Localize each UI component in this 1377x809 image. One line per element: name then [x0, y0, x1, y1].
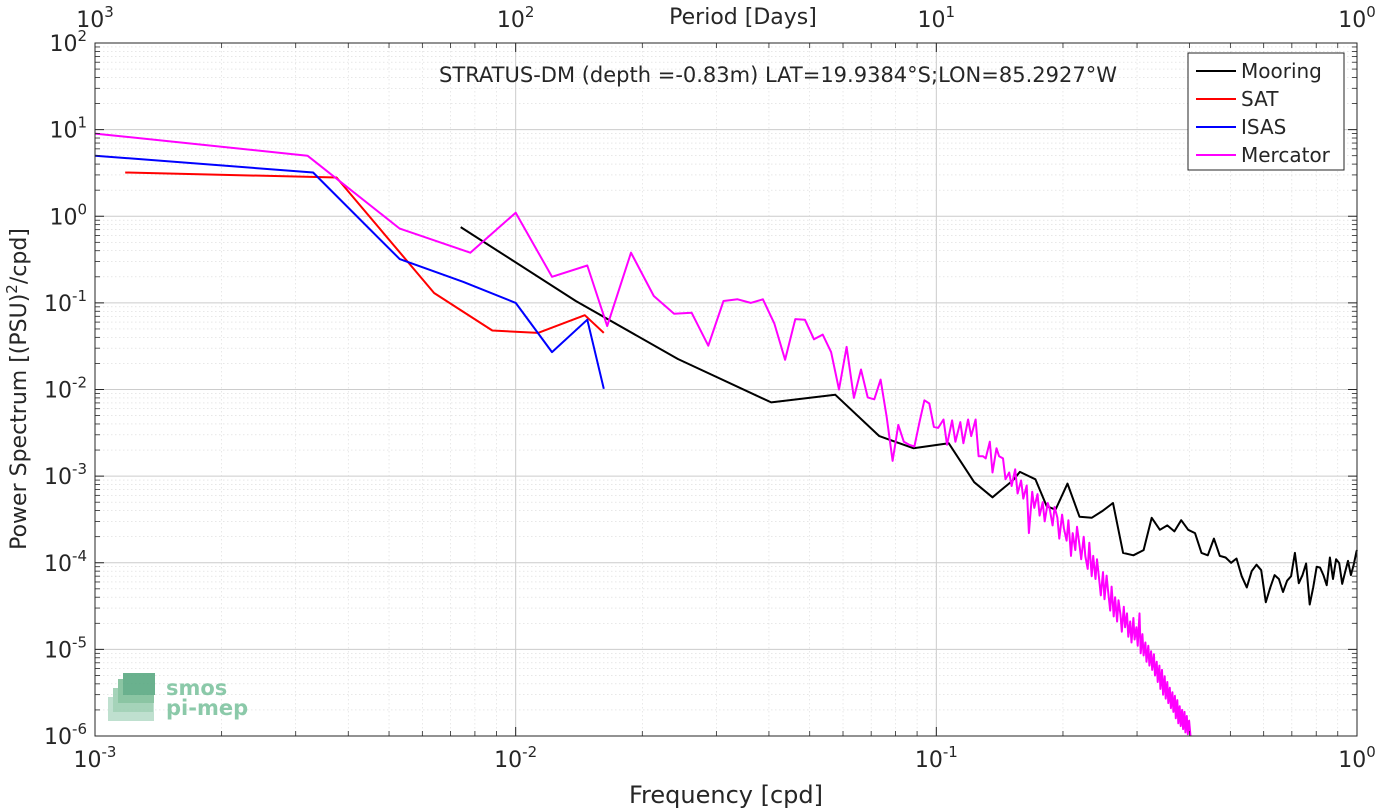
y-tick-label-base: 10	[44, 379, 72, 404]
top-axis-label: Period [Days]	[669, 5, 817, 30]
y-tick-label-exponent: -2	[72, 374, 87, 392]
top-tick-label-exponent: 2	[525, 3, 535, 21]
x-tick-label-exponent: 0	[1366, 743, 1376, 761]
y-tick-label: 101	[49, 114, 87, 144]
x-tick-label-exponent: -3	[102, 743, 117, 761]
top-tick-label-exponent: 0	[1366, 3, 1376, 21]
logo-text-pimep: pi-mep	[166, 696, 248, 720]
legend-items: Mooring SAT ISAS Mercator	[1196, 59, 1331, 167]
x-tick-label-base: 10	[74, 748, 102, 773]
top-tick-label-base: 10	[76, 8, 104, 33]
top-tick-label-base: 10	[1338, 8, 1366, 33]
x-tick-label-exponent: -2	[522, 743, 537, 761]
series-line-mercator	[94, 132, 1192, 737]
minor-grid	[95, 43, 1357, 736]
y-axis-label-main: Power Spectrum [(PSU)	[7, 294, 32, 550]
y-tick-label: 10-1	[44, 287, 87, 317]
logo-block-4	[123, 673, 155, 695]
y-axis-label-tail: /cpd]	[7, 228, 32, 284]
y-tick-label: 100	[49, 200, 87, 230]
x-axis-label: Frequency [cpd]	[629, 781, 823, 809]
smos-logo: smos pi-mep	[108, 673, 248, 721]
y-tick-label: 10-3	[44, 460, 87, 490]
top-tick-label: 102	[497, 3, 535, 33]
x-tick-label: 10-1	[915, 743, 958, 773]
y-tick-label-base: 10	[44, 465, 72, 490]
x-tick-label-base: 10	[1338, 748, 1366, 773]
x-tick-label: 10-2	[494, 743, 537, 773]
y-tick-label-exponent: 2	[77, 27, 87, 45]
y-axis-label: Power Spectrum [(PSU)2/cpd]	[3, 228, 32, 550]
tick-marks	[94, 42, 1358, 737]
y-tick-label-exponent: -1	[72, 287, 87, 305]
series-line-mooring	[460, 226, 1358, 606]
top-tick-label-base: 10	[918, 8, 946, 33]
top-tick-label: 101	[918, 3, 956, 33]
y-tick-label-base: 10	[44, 552, 72, 577]
y-tick-label-exponent: -4	[72, 547, 87, 565]
legend-box	[1187, 52, 1345, 171]
y-tick-label: 102	[49, 27, 87, 57]
x-tick-label-base: 10	[494, 748, 522, 773]
top-tick-label-exponent: 3	[104, 3, 114, 21]
chart-title: STRATUS-DM (depth =-0.83m) LAT=19.9384°S…	[439, 63, 1117, 87]
y-tick-label-exponent: -5	[72, 633, 87, 651]
y-tick-label: 10-2	[44, 374, 87, 404]
y-tick-label-exponent: 0	[77, 200, 87, 218]
x-tick-label-base: 10	[915, 748, 943, 773]
y-tick-label-base: 10	[44, 292, 72, 317]
x-tick-label-exponent: -1	[943, 743, 958, 761]
legend: Mooring SAT ISAS Mercator	[1187, 52, 1345, 171]
y-tick-label-base: 10	[49, 119, 77, 144]
logo-text-smos: smos	[166, 676, 227, 700]
y-tick-label-exponent: 1	[77, 114, 87, 132]
legend-label-mercator: Mercator	[1241, 143, 1331, 167]
y-tick-label-base: 10	[49, 32, 77, 57]
top-tick-label-exponent: 1	[946, 3, 956, 21]
top-tick-label: 100	[1338, 3, 1376, 33]
y-tick-label-exponent: -3	[72, 460, 87, 478]
y-tick-label-base: 10	[44, 638, 72, 663]
x-tick-label: 10-3	[74, 743, 117, 773]
x-tick-label: 100	[1338, 743, 1376, 773]
y-tick-label: 10-4	[44, 547, 87, 577]
y-tick-label-base: 10	[49, 205, 77, 230]
y-tick-label: 10-6	[44, 720, 87, 750]
series-layer	[94, 132, 1358, 737]
y-tick-label: 10-5	[44, 633, 87, 663]
y-tick-label-base: 10	[44, 725, 72, 750]
legend-label-mooring: Mooring	[1241, 59, 1322, 83]
series-line-isas	[94, 154, 605, 390]
y-axis-label-sup: 2	[3, 284, 21, 294]
y-tick-label-exponent: -6	[72, 720, 87, 738]
x-tick-labels: 10-3 10-2 10-1 100	[74, 743, 1376, 773]
legend-label-sat: SAT	[1241, 87, 1279, 111]
top-tick-label-base: 10	[497, 8, 525, 33]
top-tick-labels: 103 102 101 100	[76, 3, 1376, 33]
legend-label-isas: ISAS	[1241, 115, 1286, 139]
top-tick-label: 103	[76, 3, 114, 33]
